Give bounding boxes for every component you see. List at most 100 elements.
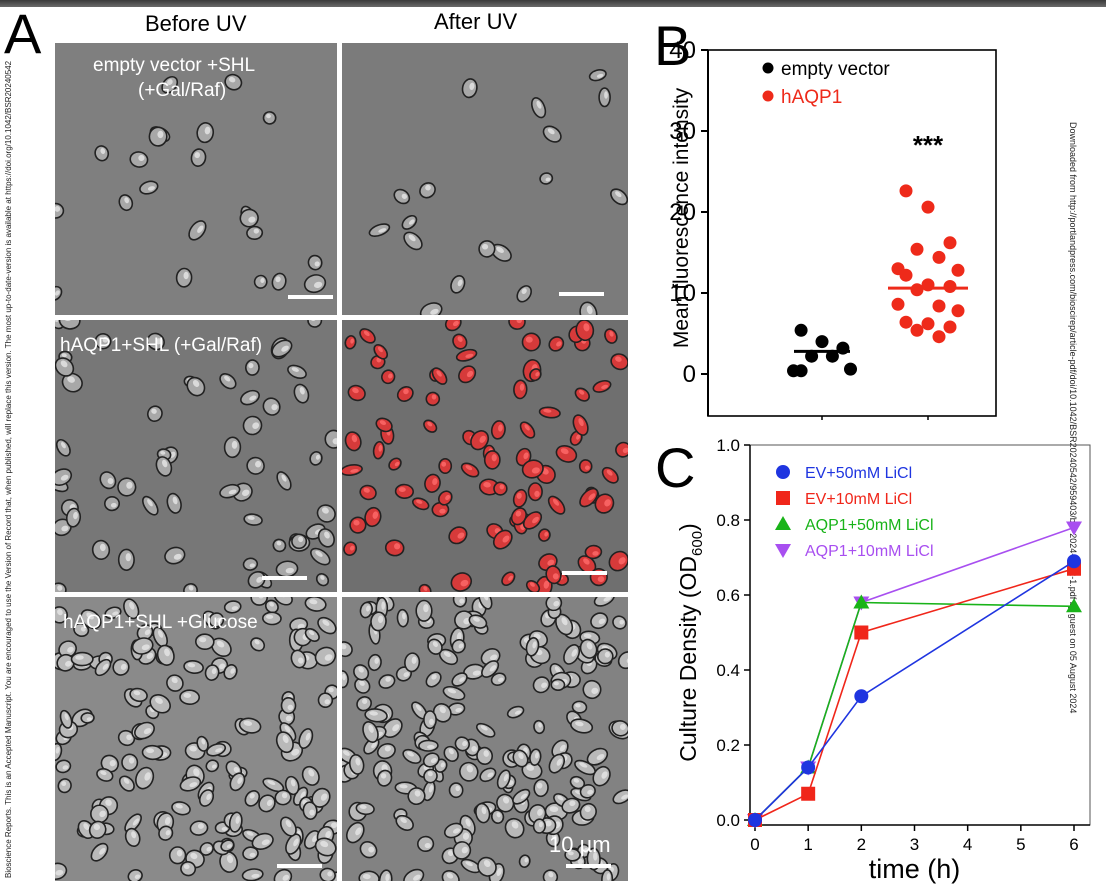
- cell-highlight: [615, 191, 622, 198]
- yeast-cell: [512, 788, 531, 805]
- yeast-cell: [55, 285, 63, 301]
- y-tick-label: 40: [669, 37, 696, 64]
- yeast-cell: [253, 274, 268, 289]
- cell-highlight: [155, 697, 163, 704]
- yeast-cell: [532, 818, 547, 834]
- cell-highlight: [293, 838, 299, 847]
- cell-highlight: [394, 461, 400, 467]
- cell-highlight: [557, 795, 564, 801]
- yeast-cell: [344, 431, 362, 452]
- cell-highlight: [415, 704, 422, 711]
- yeast-cell: [166, 492, 182, 514]
- cell-highlight: [560, 448, 569, 455]
- cell-highlight: [67, 376, 75, 383]
- cell-highlight: [603, 597, 612, 602]
- yeast-cell: [424, 473, 441, 493]
- cell-highlight: [538, 722, 542, 728]
- cell-highlight: [102, 663, 109, 670]
- cell-highlight: [388, 373, 393, 379]
- cell-highlight: [322, 619, 330, 626]
- column-header-before-uv: Before UV: [145, 11, 247, 36]
- yeast-cell: [388, 457, 402, 471]
- cell-highlight: [529, 582, 535, 587]
- yeast-cell: [186, 376, 206, 397]
- cell-highlight: [601, 384, 609, 389]
- cell-highlight: [313, 281, 323, 288]
- yeast-cell: [250, 597, 268, 606]
- cell-highlight: [461, 846, 469, 854]
- scale-bar: [277, 864, 322, 868]
- data-point: [794, 364, 808, 378]
- window-top-bar: [0, 0, 1106, 7]
- yeast-cell: [180, 861, 197, 877]
- yeast-cell: [364, 708, 388, 723]
- cell-highlight: [559, 744, 566, 752]
- yeast-cell: [452, 333, 468, 350]
- yeast-cell: [276, 471, 292, 491]
- cell-highlight: [436, 370, 442, 377]
- yeast-cell: [314, 837, 337, 857]
- cell-highlight: [425, 184, 431, 191]
- yeast-cell: [246, 456, 265, 475]
- yeast-cell: [590, 612, 609, 630]
- y-tick-label: 0.4: [716, 661, 740, 680]
- yeast-cell: [479, 767, 497, 783]
- yeast-cell: [208, 612, 225, 628]
- yeast-cell: [224, 73, 243, 91]
- cell-highlight: [297, 623, 305, 629]
- cell-highlight: [479, 435, 486, 443]
- cell-highlight: [241, 489, 250, 497]
- yeast-cell: [373, 344, 389, 360]
- cell-highlight: [427, 745, 435, 749]
- cell-highlight: [545, 177, 551, 182]
- yeast-cell: [458, 365, 477, 384]
- yeast-cell: [516, 285, 532, 303]
- row2-label: hAQP1+SHL (+Gal/Raf): [60, 335, 263, 356]
- cell-highlight: [342, 643, 347, 650]
- cell-highlight: [216, 640, 225, 648]
- yeast-cell: [55, 320, 65, 330]
- panel-a-letter: A: [4, 2, 42, 65]
- cell-highlight: [86, 717, 92, 721]
- cell-highlight: [545, 820, 552, 827]
- cell-highlight: [547, 559, 555, 566]
- cell-highlight: [429, 718, 434, 725]
- cell-highlight: [61, 353, 67, 358]
- cell-highlight: [457, 532, 465, 539]
- yeast-cell: [91, 539, 111, 560]
- cell-highlight: [430, 757, 437, 763]
- cell-highlight: [534, 752, 539, 759]
- cell-highlight: [171, 677, 178, 684]
- cell-highlight: [187, 663, 196, 668]
- yeast-cell: [579, 301, 598, 315]
- yeast-cell: [345, 821, 365, 844]
- yeast-cell: [454, 736, 470, 752]
- yeast-cell: [564, 848, 581, 862]
- cell-highlight: [554, 666, 561, 674]
- yeast-cell: [118, 775, 135, 792]
- cell-highlight: [518, 752, 524, 760]
- yeast-cell: [393, 188, 411, 205]
- cell-highlight: [57, 609, 63, 616]
- yeast-cell: [441, 869, 460, 881]
- cell-highlight: [324, 699, 331, 705]
- cell-highlight: [622, 447, 628, 453]
- yeast-cell: [250, 637, 266, 652]
- yeast-cell: [262, 111, 277, 125]
- cell-highlight: [362, 698, 368, 704]
- data-point: [815, 335, 829, 349]
- cell-highlight: [165, 830, 171, 836]
- cell-highlight: [120, 663, 127, 670]
- cell-highlight: [107, 478, 114, 484]
- plot-frame: [707, 49, 997, 417]
- cell-highlight: [60, 360, 68, 368]
- yeast-cell: [529, 368, 542, 382]
- cell-highlight: [584, 806, 591, 813]
- yeast-cell: [251, 832, 274, 851]
- cell-highlight: [291, 367, 299, 372]
- yeast-cell: [545, 597, 563, 612]
- cell-highlight: [252, 422, 260, 429]
- cell-highlight: [571, 649, 578, 657]
- cell-highlight: [167, 79, 173, 85]
- cell-highlight: [355, 757, 361, 766]
